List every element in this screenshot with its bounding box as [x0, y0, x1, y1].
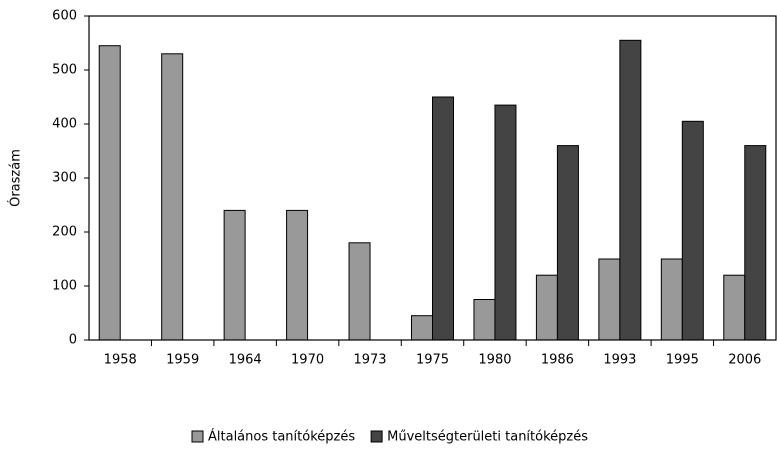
x-tick-label: 1959 [166, 353, 199, 368]
y-axis-label: Óraszám [8, 149, 24, 207]
bar [660, 258, 683, 341]
x-tick-label: 1973 [353, 353, 386, 368]
bar [598, 258, 621, 341]
x-tick-label: 1995 [666, 353, 699, 368]
x-tick-label: 1970 [291, 353, 324, 368]
bar [286, 209, 309, 341]
y-tick-label: 0 [69, 333, 77, 348]
legend-swatch [370, 430, 383, 443]
bar [161, 53, 184, 341]
x-tick-label: 1993 [603, 353, 636, 368]
bar [681, 120, 704, 341]
bar [619, 39, 642, 341]
y-tick-label: 400 [52, 117, 77, 132]
bar [348, 242, 371, 341]
legend-label: Műveltségterületi tanítóképzés [387, 430, 588, 445]
y-tick-label: 300 [52, 171, 77, 186]
bar [556, 145, 579, 341]
bar [723, 274, 746, 341]
plot-frame [88, 15, 777, 341]
bar [223, 209, 246, 341]
bar [432, 96, 454, 341]
x-tick-label: 1980 [478, 353, 511, 368]
y-tick-label: 600 [52, 9, 77, 24]
x-tick-label: 1964 [229, 353, 262, 368]
x-tick-label: 1975 [416, 353, 449, 368]
y-tick-label: 100 [52, 279, 77, 294]
bar [744, 145, 767, 341]
y-tick-label: 500 [52, 63, 77, 78]
bar [411, 315, 433, 341]
x-tick-label: 1986 [541, 353, 574, 368]
x-tick-label: 1958 [104, 353, 137, 368]
bar [473, 299, 496, 341]
legend-swatch [191, 430, 204, 443]
y-tick-label: 200 [52, 225, 77, 240]
bar [494, 104, 517, 341]
bar [535, 274, 558, 341]
x-tick-label: 2006 [728, 353, 761, 368]
bar [98, 45, 121, 341]
legend-label: Általános tanítóképzés [208, 429, 355, 445]
